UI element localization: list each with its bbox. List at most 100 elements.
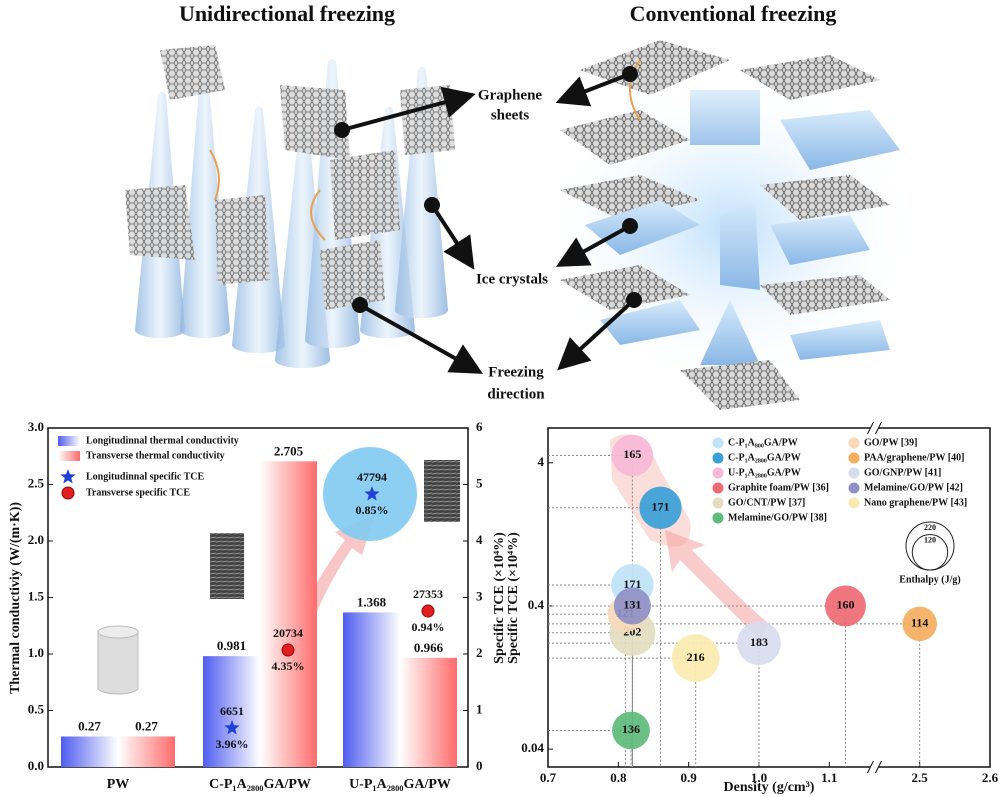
y-axis-label: Specific TCE (×10⁴%) (492, 532, 507, 664)
legend-swatch (712, 497, 724, 509)
bubble-label: 131 (623, 598, 641, 612)
legend-label: U-P₁A₂₈₀₀GA/PW (728, 467, 801, 478)
bubble (611, 434, 654, 477)
bubble (639, 486, 682, 529)
axis-break (875, 421, 882, 435)
x-tick-label: 0.7 (540, 770, 557, 785)
bar-value-label: 2.705 (274, 443, 304, 458)
legend-label: Melamine/GO/PW [38] (728, 512, 827, 523)
y2-tick-label: 3 (476, 588, 483, 603)
x-tick-label: U-P₁A₂₈₀₀GA/PW (349, 777, 451, 792)
circle-marker (421, 604, 435, 618)
bubble-label: 171 (652, 500, 670, 514)
legend-label: GO/CNT/PW [37] (728, 497, 805, 508)
legend-swatch (848, 482, 860, 494)
legend-label: Longitudinnal thermal conductivity (86, 435, 239, 446)
y-tick-label: 1.5 (28, 588, 45, 603)
star-marker (60, 469, 76, 484)
legend-swatch (712, 512, 724, 524)
y-tick-label: 2.0 (28, 532, 44, 547)
axis-break (870, 764, 879, 770)
label: direction (487, 386, 545, 402)
axis-break (867, 421, 874, 435)
bubble-label: 183 (750, 635, 768, 649)
label: Freezing (488, 364, 544, 380)
legend-swatch (848, 437, 860, 449)
legend-label: Transverse specific TCE (86, 487, 190, 498)
bar-value-label: 0.966 (414, 640, 444, 655)
y-tick-label: 2.5 (28, 475, 45, 490)
plot-frame (547, 427, 991, 768)
size-legend-title: Enthalpy (J/g) (899, 574, 960, 585)
y2-tick-label: 1 (476, 701, 483, 716)
bar (343, 612, 400, 767)
x-tick-label: C-P₁A₂₈₀₀GA/PW (209, 777, 311, 792)
bubble-label: 160 (836, 598, 854, 612)
legend-swatch (848, 452, 860, 464)
y2-tick-label: 2 (476, 645, 483, 660)
ice-illustration (125, 45, 455, 369)
legend-label: Melamine/GO/PW [42] (864, 482, 963, 493)
x-tick-label: 2.5 (912, 770, 929, 785)
legend-label: PAA/graphene/PW [40] (864, 452, 964, 463)
label: Ice crystals (476, 271, 548, 287)
label: Graphene (478, 87, 543, 103)
legend-swatch (712, 437, 724, 449)
bubble-label: 136 (622, 722, 640, 736)
axis-break (870, 425, 879, 431)
x-tick-label: 1.1 (821, 770, 837, 785)
bubble-label: 216 (687, 650, 705, 664)
pointer-arrows (334, 66, 642, 374)
y-tick-label: 0.5 (28, 701, 45, 716)
label: sheets (491, 107, 529, 123)
circle-marker (61, 486, 75, 500)
bubble-label: 171 (623, 577, 641, 591)
y-tick-label: 1.0 (28, 645, 44, 660)
x-tick-label: PW (107, 777, 130, 792)
bubble (824, 585, 866, 627)
star-marker (364, 486, 380, 501)
bar (203, 656, 260, 767)
legend-swatch (712, 467, 724, 479)
y-tick-label: 3.0 (28, 419, 44, 434)
bar (118, 736, 175, 767)
legend-label: Longitudinnal specific TCE (86, 471, 205, 482)
y-tick-label: 0.4 (528, 597, 545, 612)
y2-tick-label: 4 (476, 532, 483, 547)
y2-tick-label: 0 (476, 758, 483, 773)
legend-swatch (712, 482, 724, 494)
percent-label: 4.35% (272, 659, 305, 673)
x-tick-label: 0.8 (610, 770, 627, 785)
percent-label: 3.96% (216, 737, 249, 751)
y-tick-label: 4 (538, 454, 545, 469)
y2-tick-label: 6 (476, 419, 483, 434)
tce-label: 6651 (220, 704, 244, 718)
legend-label: GO/PW [39] (864, 437, 917, 448)
legend-label: Graphite foam/PW [36] (728, 482, 829, 493)
bubble (902, 606, 937, 642)
size-legend-label: 220 (924, 523, 936, 532)
bar (260, 461, 317, 767)
tce-label: 20734 (273, 626, 303, 640)
axis-break (875, 760, 882, 774)
bubble (612, 711, 650, 750)
legend-swatch (58, 436, 80, 446)
legend-label: Transverse thermal conductivity (86, 450, 225, 461)
legend-swatch (848, 497, 860, 509)
bubble (613, 587, 651, 625)
percent-label: 0.94% (412, 620, 445, 634)
tce-label: 47794 (357, 470, 387, 484)
bar (61, 736, 118, 767)
bar-value-label: 0.981 (217, 638, 246, 653)
ice-illustration (540, 40, 920, 410)
x-axis-label: Density (g/cm³) (724, 780, 815, 795)
star-marker (224, 720, 240, 735)
bar-value-label: 0.27 (78, 718, 101, 733)
bar-value-label: 0.27 (135, 718, 158, 733)
bubble (737, 621, 781, 666)
y2-tick-label: 5 (476, 475, 483, 490)
legend-swatch (848, 467, 860, 479)
x-tick-label: 0.9 (681, 770, 698, 785)
legend-label: GO/GNP/PW [41] (864, 467, 941, 478)
